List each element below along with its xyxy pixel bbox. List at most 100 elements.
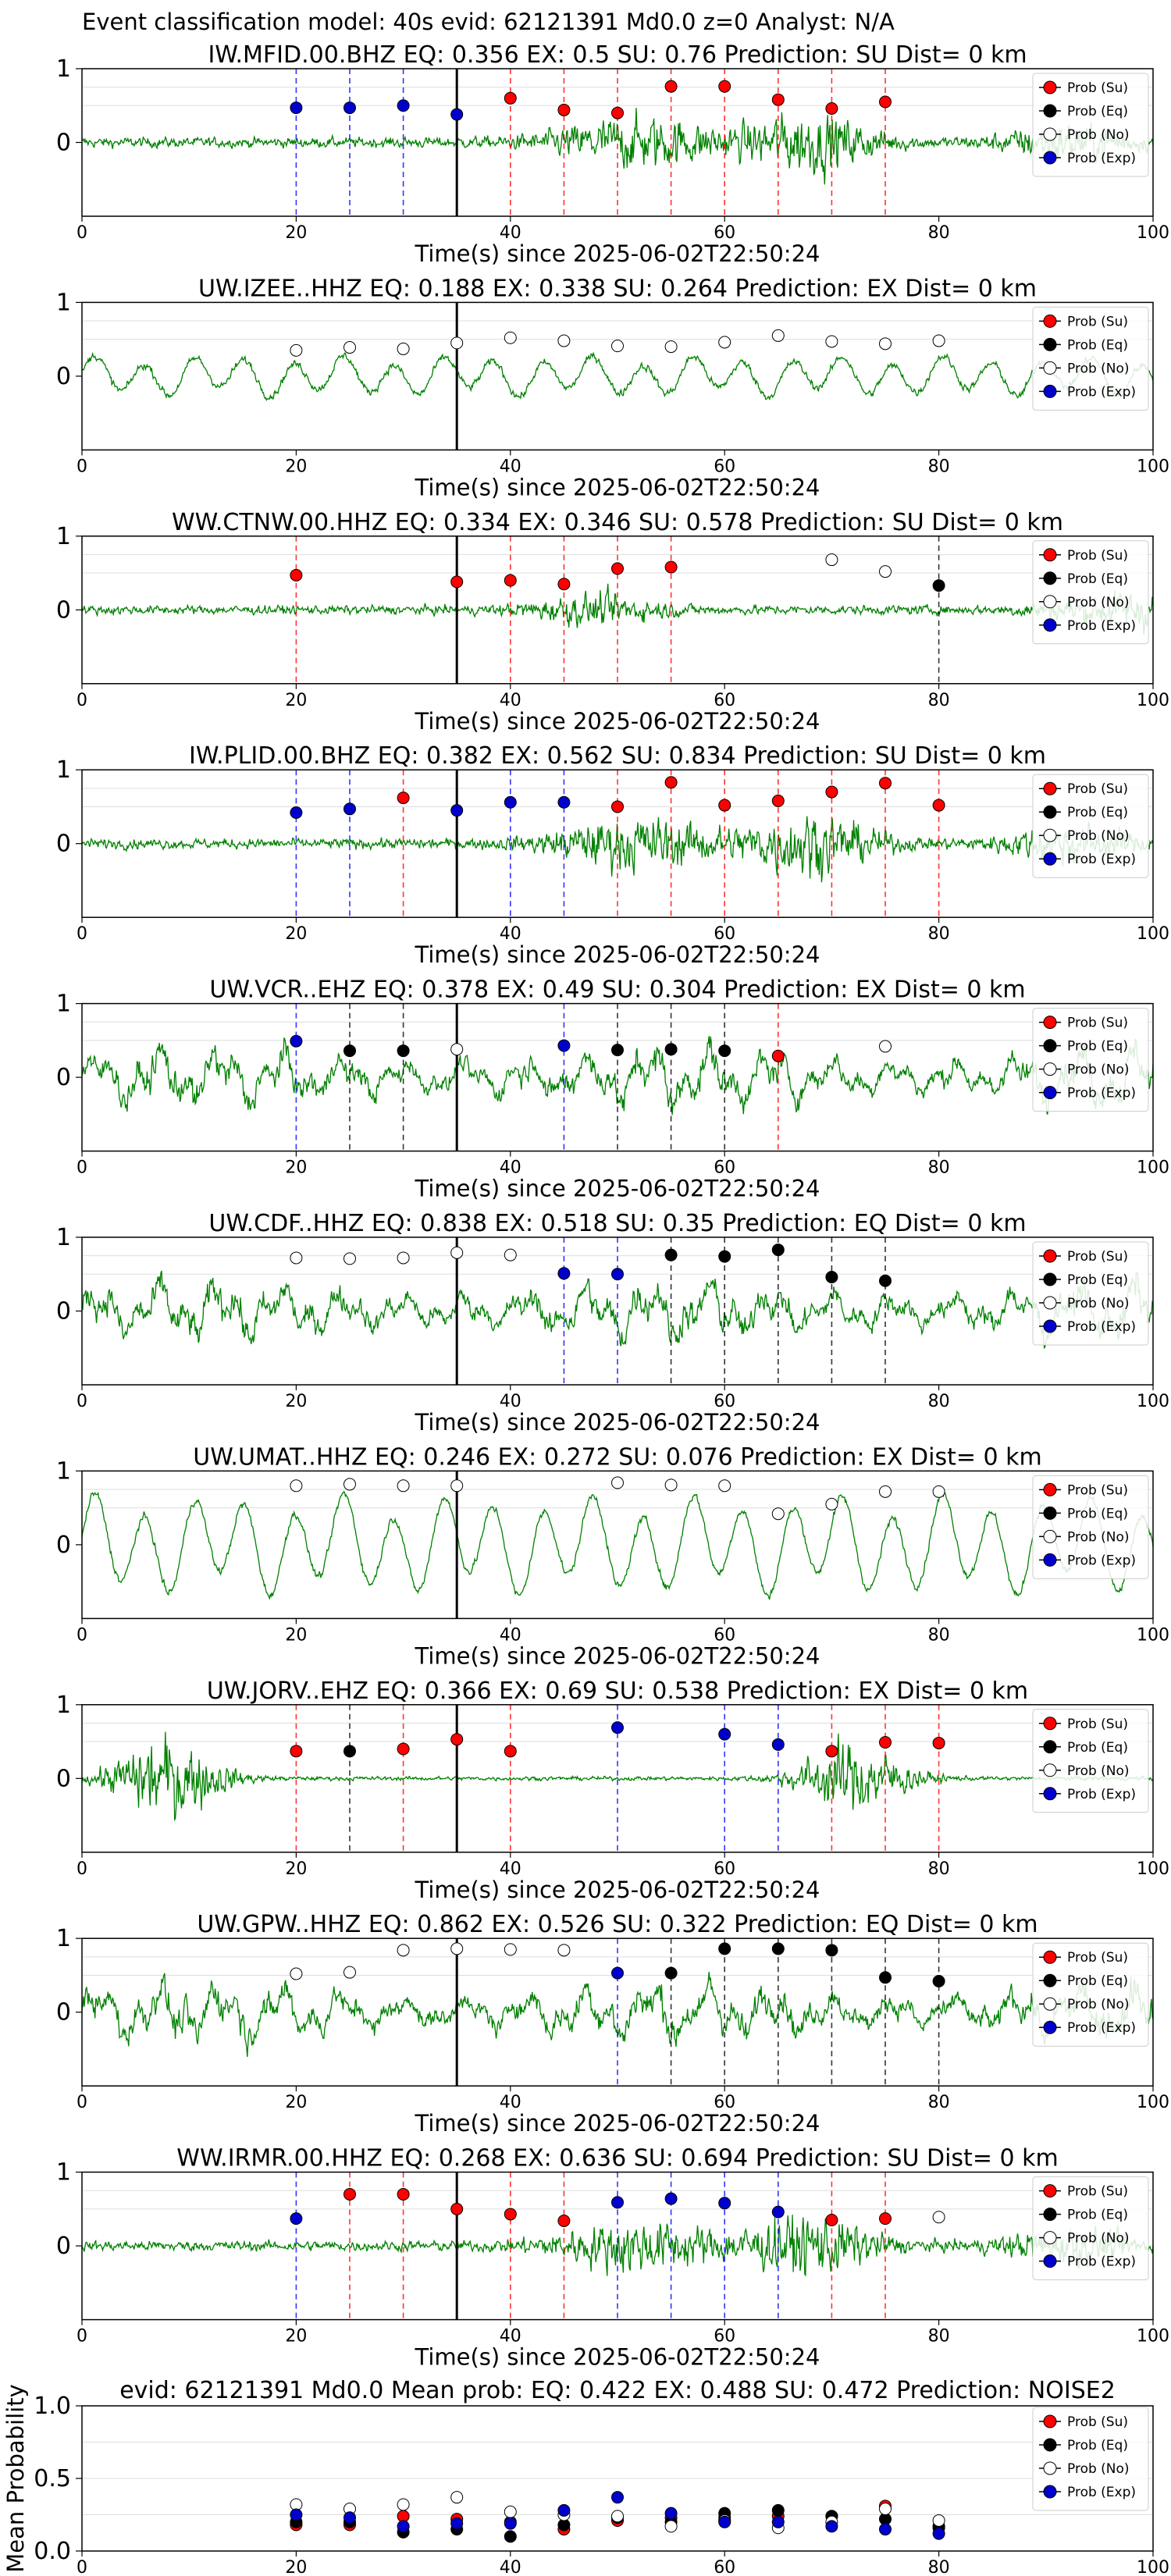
- legend-box: [1032, 774, 1149, 878]
- legend-marker-su: [1043, 548, 1057, 562]
- prob-point-su: [825, 785, 838, 799]
- panel-title: WW.CTNW.00.HHZ EQ: 0.334 EX: 0.346 SU: 0…: [172, 509, 1063, 536]
- legend-marker-su: [1043, 2414, 1057, 2428]
- legend-label-eq: Prob (Eq): [1067, 1272, 1128, 1288]
- legend-marker-su: [1043, 1950, 1057, 1964]
- prob-point-no: [611, 340, 624, 353]
- prob-point-su: [664, 560, 678, 574]
- prob-point-exp: [611, 1966, 624, 1980]
- mean-point-exp: [932, 2527, 945, 2540]
- legend-box: [1032, 2407, 1149, 2511]
- x-tick-label: 0: [77, 924, 87, 944]
- legend-label-no: Prob (No): [1067, 1529, 1130, 1545]
- y-tick-label: 1: [56, 289, 71, 316]
- panels-container: IW.MFID.00.BHZ EQ: 0.356 EX: 0.5 SU: 0.7…: [2, 41, 1169, 2576]
- x-axis-label: Time(s) since 2025-06-02T22:50:24: [415, 1642, 820, 1669]
- x-tick-label: 0: [77, 2093, 87, 2112]
- panel-title: UW.GPW..HHZ EQ: 0.862 EX: 0.526 SU: 0.32…: [197, 1911, 1038, 1938]
- y-tick-label: 0: [56, 2233, 71, 2260]
- prob-point-exp: [718, 1727, 731, 1741]
- x-tick-label: 40: [500, 1625, 521, 1645]
- legend: Prob (Su) Prob (Eq) Prob (No) Prob (Exp): [1032, 1709, 1149, 1813]
- prob-point-exp: [290, 101, 303, 115]
- prob-point-eq: [825, 1944, 838, 1957]
- x-axis-label: Time(s) since 2025-06-02T22:50:24: [415, 708, 820, 735]
- legend-marker-eq: [1043, 2208, 1057, 2222]
- x-tick-label: 100: [1137, 457, 1169, 476]
- legend-label-eq: Prob (Eq): [1067, 104, 1128, 119]
- prob-point-eq: [343, 1745, 356, 1758]
- panel-3: WW.CTNW.00.HHZ EQ: 0.334 EX: 0.346 SU: 0…: [56, 509, 1169, 735]
- x-tick-label: 0: [77, 1625, 87, 1645]
- prob-point-su: [343, 2187, 356, 2201]
- prob-point-no: [932, 334, 945, 347]
- legend: Prob (Su) Prob (Eq) Prob (No) Prob (Exp): [1032, 540, 1149, 645]
- legend-label-no: Prob (No): [1067, 1763, 1130, 1779]
- waveform-trace: [81, 1731, 1154, 1822]
- legend-marker-exp: [1043, 852, 1057, 866]
- prob-point-su: [879, 1735, 892, 1749]
- panel-1: IW.MFID.00.BHZ EQ: 0.356 EX: 0.5 SU: 0.7…: [56, 41, 1169, 267]
- mean-point-exp: [664, 2507, 678, 2520]
- prob-point-su: [771, 794, 785, 807]
- panel-7: UW.UMAT..HHZ EQ: 0.246 EX: 0.272 SU: 0.0…: [56, 1443, 1169, 1669]
- panel-8: UW.JORV..EHZ EQ: 0.366 EX: 0.69 SU: 0.53…: [56, 1678, 1169, 1903]
- prob-point-exp: [771, 1738, 785, 1751]
- legend-label-no: Prob (No): [1067, 361, 1130, 376]
- prob-point-su: [450, 575, 464, 589]
- legend-label-eq: Prob (Eq): [1067, 2438, 1128, 2453]
- legend-label-no: Prob (No): [1067, 2461, 1130, 2477]
- prob-point-no: [450, 1479, 464, 1493]
- legend-label-eq: Prob (Eq): [1067, 1973, 1128, 1989]
- legend-label-exp: Prob (Exp): [1067, 2020, 1136, 2036]
- x-tick-label: 80: [928, 1859, 950, 1879]
- prob-point-exp: [611, 1268, 624, 1281]
- x-tick-label: 60: [714, 924, 735, 944]
- prob-point-no: [504, 1943, 517, 1956]
- legend-marker-eq: [1043, 571, 1057, 585]
- prob-point-no: [290, 1967, 303, 1980]
- x-tick-label: 60: [714, 1158, 735, 1178]
- x-tick-label: 100: [1137, 223, 1169, 243]
- legend-marker-no: [1043, 361, 1057, 375]
- x-tick-label: 0: [77, 223, 87, 243]
- panel-title: WW.IRMR.00.HHZ EQ: 0.268 EX: 0.636 SU: 0…: [176, 2145, 1058, 2172]
- y-tick-label: 0: [56, 1298, 71, 1325]
- x-tick-label: 100: [1137, 1625, 1169, 1645]
- legend-marker-su: [1043, 314, 1057, 328]
- x-tick-label: 60: [714, 1859, 735, 1879]
- legend-marker-eq: [1043, 805, 1057, 819]
- prob-point-exp: [397, 99, 410, 112]
- prob-point-eq: [932, 579, 945, 592]
- prob-point-no: [825, 335, 838, 348]
- legend-box: [1032, 1241, 1149, 1346]
- x-tick-label: 100: [1137, 2327, 1169, 2347]
- prob-point-su: [557, 103, 571, 116]
- legend-marker-exp: [1043, 1086, 1057, 1100]
- mean-point-no: [932, 2514, 945, 2527]
- mean-point-no: [504, 2505, 517, 2518]
- x-tick-label: 60: [714, 2093, 735, 2112]
- legend-box: [1032, 540, 1149, 645]
- y-tick-label: 0: [56, 1064, 71, 1091]
- prob-point-no: [879, 337, 892, 350]
- x-tick-label: 20: [285, 1158, 307, 1178]
- prob-point-no: [450, 1246, 464, 1259]
- panel-2: UW.IZEE..HHZ EQ: 0.188 EX: 0.338 SU: 0.2…: [56, 275, 1169, 500]
- prob-point-no: [504, 331, 517, 344]
- prob-point-eq: [879, 1274, 892, 1287]
- panel-title: IW.MFID.00.BHZ EQ: 0.356 EX: 0.5 SU: 0.7…: [208, 41, 1027, 69]
- x-tick-label: 100: [1137, 1392, 1169, 1411]
- legend-marker-su: [1043, 781, 1057, 795]
- prob-point-exp: [343, 101, 356, 115]
- prob-point-eq: [718, 1250, 731, 1263]
- prob-point-eq: [825, 1271, 838, 1284]
- prob-point-su: [611, 562, 624, 575]
- mean-point-eq: [771, 2503, 785, 2517]
- prob-point-no: [343, 341, 356, 354]
- y-tick-label: 0: [56, 1532, 71, 1559]
- x-tick-label: 60: [714, 223, 735, 243]
- legend-marker-no: [1043, 1997, 1057, 2011]
- legend-label-su: Prob (Su): [1067, 80, 1128, 96]
- y-tick-label: 0: [56, 831, 71, 858]
